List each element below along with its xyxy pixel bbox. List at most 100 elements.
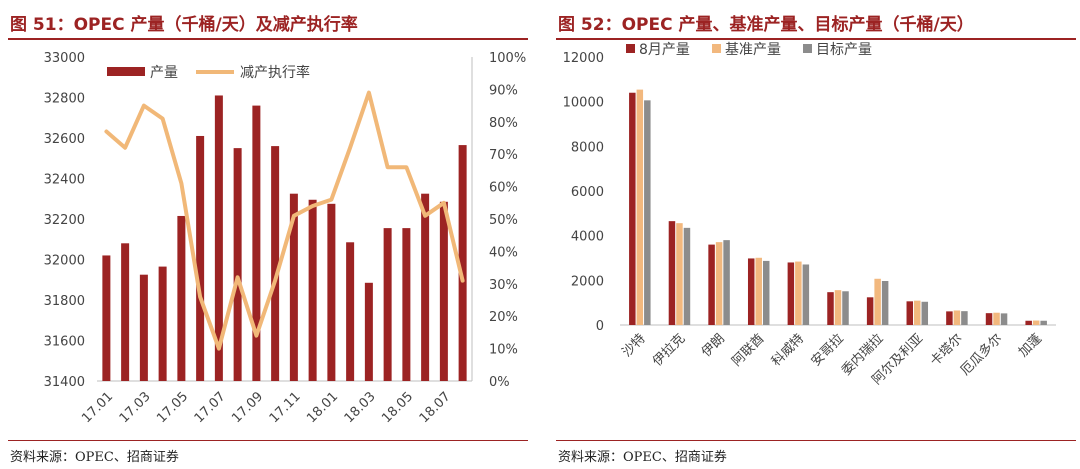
y-right-tick-label: 50%: [489, 213, 518, 228]
bar-target-production: [921, 301, 929, 325]
title-divider: [8, 38, 528, 40]
y-left-tick-label: 31400: [44, 375, 85, 390]
y-right-tick-label: 0%: [489, 375, 510, 390]
bar-target-production: [961, 311, 968, 325]
y-tick-label: 4000: [571, 230, 604, 245]
bar-baseline-production: [715, 242, 723, 325]
bar-august-production: [708, 244, 715, 325]
x-tick-label: 17.03: [117, 389, 154, 426]
x-tick-label: 伊拉克: [650, 331, 688, 369]
source-note: 资料来源：OPEC、招商证券: [558, 450, 727, 465]
y-tick-label: 0: [596, 319, 604, 334]
x-tick-label: 阿联酋: [729, 331, 768, 370]
bar-production: [102, 255, 111, 381]
bar-production: [439, 201, 448, 381]
bar-production: [383, 228, 392, 381]
y-right-tick-label: 70%: [489, 148, 518, 163]
bar-production: [158, 266, 167, 381]
chart-panel-production-execution: 图 51：OPEC 产量（千桶/天）及减产执行率 31400 31600 31800…: [0, 0, 532, 469]
bar-baseline-production: [834, 290, 842, 325]
legend-swatch: [712, 44, 721, 53]
y-left-tick-label: 31800: [44, 294, 85, 309]
y-left-tick-label: 32000: [44, 254, 85, 269]
x-tick-label: 17.09: [229, 389, 266, 426]
y-right-tick-label: 90%: [489, 83, 518, 98]
bar-target-production: [1000, 313, 1008, 325]
y-tick-label: 6000: [571, 185, 604, 200]
bar-production: [421, 193, 430, 381]
x-tick-label: 17.07: [192, 389, 229, 426]
legend-label: 目标产量: [816, 42, 872, 58]
bar-production: [458, 145, 467, 381]
x-tick-label: 17.05: [154, 389, 191, 426]
source-divider: [8, 440, 528, 441]
bar-target-production: [762, 260, 770, 325]
grouped-bar-chart: 0 2000 4000 6000 8000 10000 12000 沙特 伊拉克 伊朗 阿联酋 科威特…: [563, 41, 1056, 388]
bar-production: [308, 199, 317, 381]
bar-august-production: [747, 258, 755, 325]
x-tick-label: 17.11: [267, 389, 304, 426]
bar-production: [271, 146, 280, 381]
y-right-tick-label: 30%: [489, 278, 518, 293]
bar-baseline-production: [914, 300, 921, 325]
bar-august-production: [906, 301, 914, 325]
y-left-tick-label: 32400: [44, 173, 85, 188]
bar-august-production: [629, 92, 636, 325]
bar-production: [139, 274, 148, 381]
combo-chart: 31400 31600 31800 32000 32200 32400 32600 32800…: [44, 51, 527, 426]
bar-production: [289, 193, 298, 381]
x-tick-label: 安哥拉: [809, 331, 847, 369]
bar-production: [402, 228, 411, 381]
y-tick-label: 12000: [563, 51, 604, 66]
source-note: 资料来源：OPEC、招商证券: [10, 450, 179, 465]
x-tick-label: 卡塔尔: [928, 331, 966, 369]
y-left-tick-label: 31600: [44, 335, 85, 350]
y-left-tick-label: 33000: [44, 51, 85, 66]
x-tick-label: 加蓬: [1016, 331, 1045, 360]
bar-target-production: [1040, 320, 1047, 325]
bar-august-production: [1025, 320, 1032, 325]
legend-label-execution-rate: 减产执行率: [240, 64, 310, 81]
line-cut-execution-rate: [104, 90, 465, 351]
legend-swatch: [626, 44, 635, 53]
bar-august-production: [787, 262, 795, 325]
bar-august-production: [866, 297, 874, 325]
y-right-tick-label: 10%: [489, 343, 518, 358]
legend-label: 8月产量: [639, 42, 690, 58]
bar-production: [121, 243, 130, 381]
legend-label: 基准产量: [725, 41, 781, 58]
legend-swatch: [803, 44, 812, 53]
y-right-tick-label: 100%: [489, 51, 526, 66]
x-tick-label: 伊朗: [699, 331, 728, 360]
y-right-tick-label: 60%: [489, 181, 518, 196]
bar-production: [252, 105, 261, 381]
source-divider: [556, 440, 1076, 441]
bar-baseline-production: [993, 312, 1000, 325]
chart-title: 图 52：OPEC 产量、基准产量、目标产量（千桶/天）: [558, 15, 974, 35]
x-tick-label: 18.07: [417, 389, 454, 426]
x-tick-label: 18.05: [379, 389, 416, 426]
bar-production: [327, 203, 336, 381]
bar-target-production: [683, 227, 691, 325]
bar-production: [346, 242, 355, 381]
x-tick-label: 18.03: [342, 389, 379, 426]
y-left-tick-label: 32800: [44, 92, 85, 107]
y-tick-label: 2000: [571, 274, 604, 289]
bar-baseline-production: [755, 257, 762, 325]
title-divider: [556, 38, 1076, 40]
bar-baseline-production: [1032, 320, 1040, 325]
bar-production: [364, 282, 373, 381]
bar-august-production: [985, 313, 993, 325]
bar-production: [177, 215, 186, 381]
bar-baseline-production: [795, 261, 802, 325]
bar-target-production: [723, 240, 730, 325]
bar-target-production: [644, 100, 651, 326]
x-tick-label: 科威特: [769, 331, 807, 369]
bar-target-production: [881, 281, 889, 325]
bar-baseline-production: [636, 89, 644, 326]
bar-production: [196, 135, 205, 381]
bar-target-production: [802, 264, 810, 325]
y-tick-label: 8000: [571, 140, 604, 155]
x-tick-label: 18.01: [304, 389, 341, 426]
x-tick-label: 17.01: [79, 389, 116, 426]
